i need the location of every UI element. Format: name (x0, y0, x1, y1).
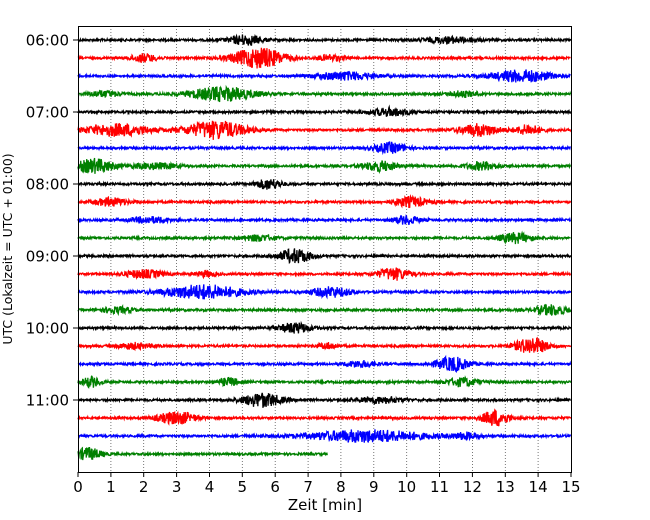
y-axis-ticks: 06:00 07:00 08:00 09:00 10:00 11:00 (26, 32, 78, 410)
trace-06:45 (77, 84, 572, 103)
x-tick-label-14: 14 (529, 478, 548, 496)
x-tick-label-2: 2 (139, 478, 149, 496)
trace-09:45 (77, 303, 572, 317)
plot-frame (78, 26, 572, 473)
trace-09:15 (77, 267, 572, 281)
trace-07:30 (77, 141, 571, 156)
y-tick-label-11:00: 11:00 (26, 392, 69, 410)
y-tick-label-07:00: 07:00 (26, 104, 69, 122)
trace-10:45 (77, 375, 572, 389)
trace-09:30 (77, 284, 572, 300)
x-axis-label: Zeit [min] (288, 496, 362, 514)
x-tick-label-10: 10 (397, 478, 416, 496)
y-tick-label-06:00: 06:00 (26, 32, 69, 50)
x-tick-label-11: 11 (430, 478, 449, 496)
y-axis-label: UTC (Lokalzeit = UTC + 01:00) (0, 153, 15, 344)
x-tick-label-0: 0 (73, 478, 83, 496)
trace-10:15 (77, 336, 572, 353)
trace-08:45 (77, 230, 571, 245)
y-tick-label-08:00: 08:00 (26, 176, 69, 194)
x-tick-label-7: 7 (303, 478, 313, 496)
trace-10:00 (77, 320, 572, 334)
trace-08:30 (77, 214, 572, 226)
x-tick-label-1: 1 (106, 478, 116, 496)
x-axis-ticks: 0 1 2 3 4 5 6 7 8 9 10 11 12 13 14 15 (73, 472, 581, 496)
trace-09:00 (77, 248, 572, 265)
seismic-traces (77, 33, 572, 461)
x-tick-label-5: 5 (238, 478, 248, 496)
x-tick-label-8: 8 (336, 478, 346, 496)
x-tick-label-9: 9 (369, 478, 379, 496)
y-tick-label-09:00: 09:00 (26, 248, 69, 266)
x-tick-label-15: 15 (561, 478, 580, 496)
trace-11:30 (77, 429, 572, 444)
x-tick-label-6: 6 (270, 478, 280, 496)
x-tick-label-3: 3 (172, 478, 182, 496)
trace-10:30 (77, 354, 572, 374)
x-tick-label-13: 13 (496, 478, 515, 496)
vertical-gridlines (110, 26, 539, 472)
trace-06:30 (77, 68, 571, 83)
trace-11:15 (77, 408, 572, 427)
trace-08:15 (77, 194, 572, 209)
trace-07:45 (77, 157, 572, 174)
y-tick-label-10:00: 10:00 (26, 320, 69, 338)
trace-07:15 (77, 120, 572, 140)
trace-08:00 (77, 179, 572, 190)
x-tick-label-4: 4 (205, 478, 215, 496)
trace-07:00 (77, 104, 572, 118)
trace-11:45 (77, 446, 328, 461)
trace-11:00 (77, 392, 572, 408)
x-tick-label-12: 12 (463, 478, 482, 496)
trace-06:00 (77, 33, 572, 46)
trace-06:15 (77, 47, 571, 69)
